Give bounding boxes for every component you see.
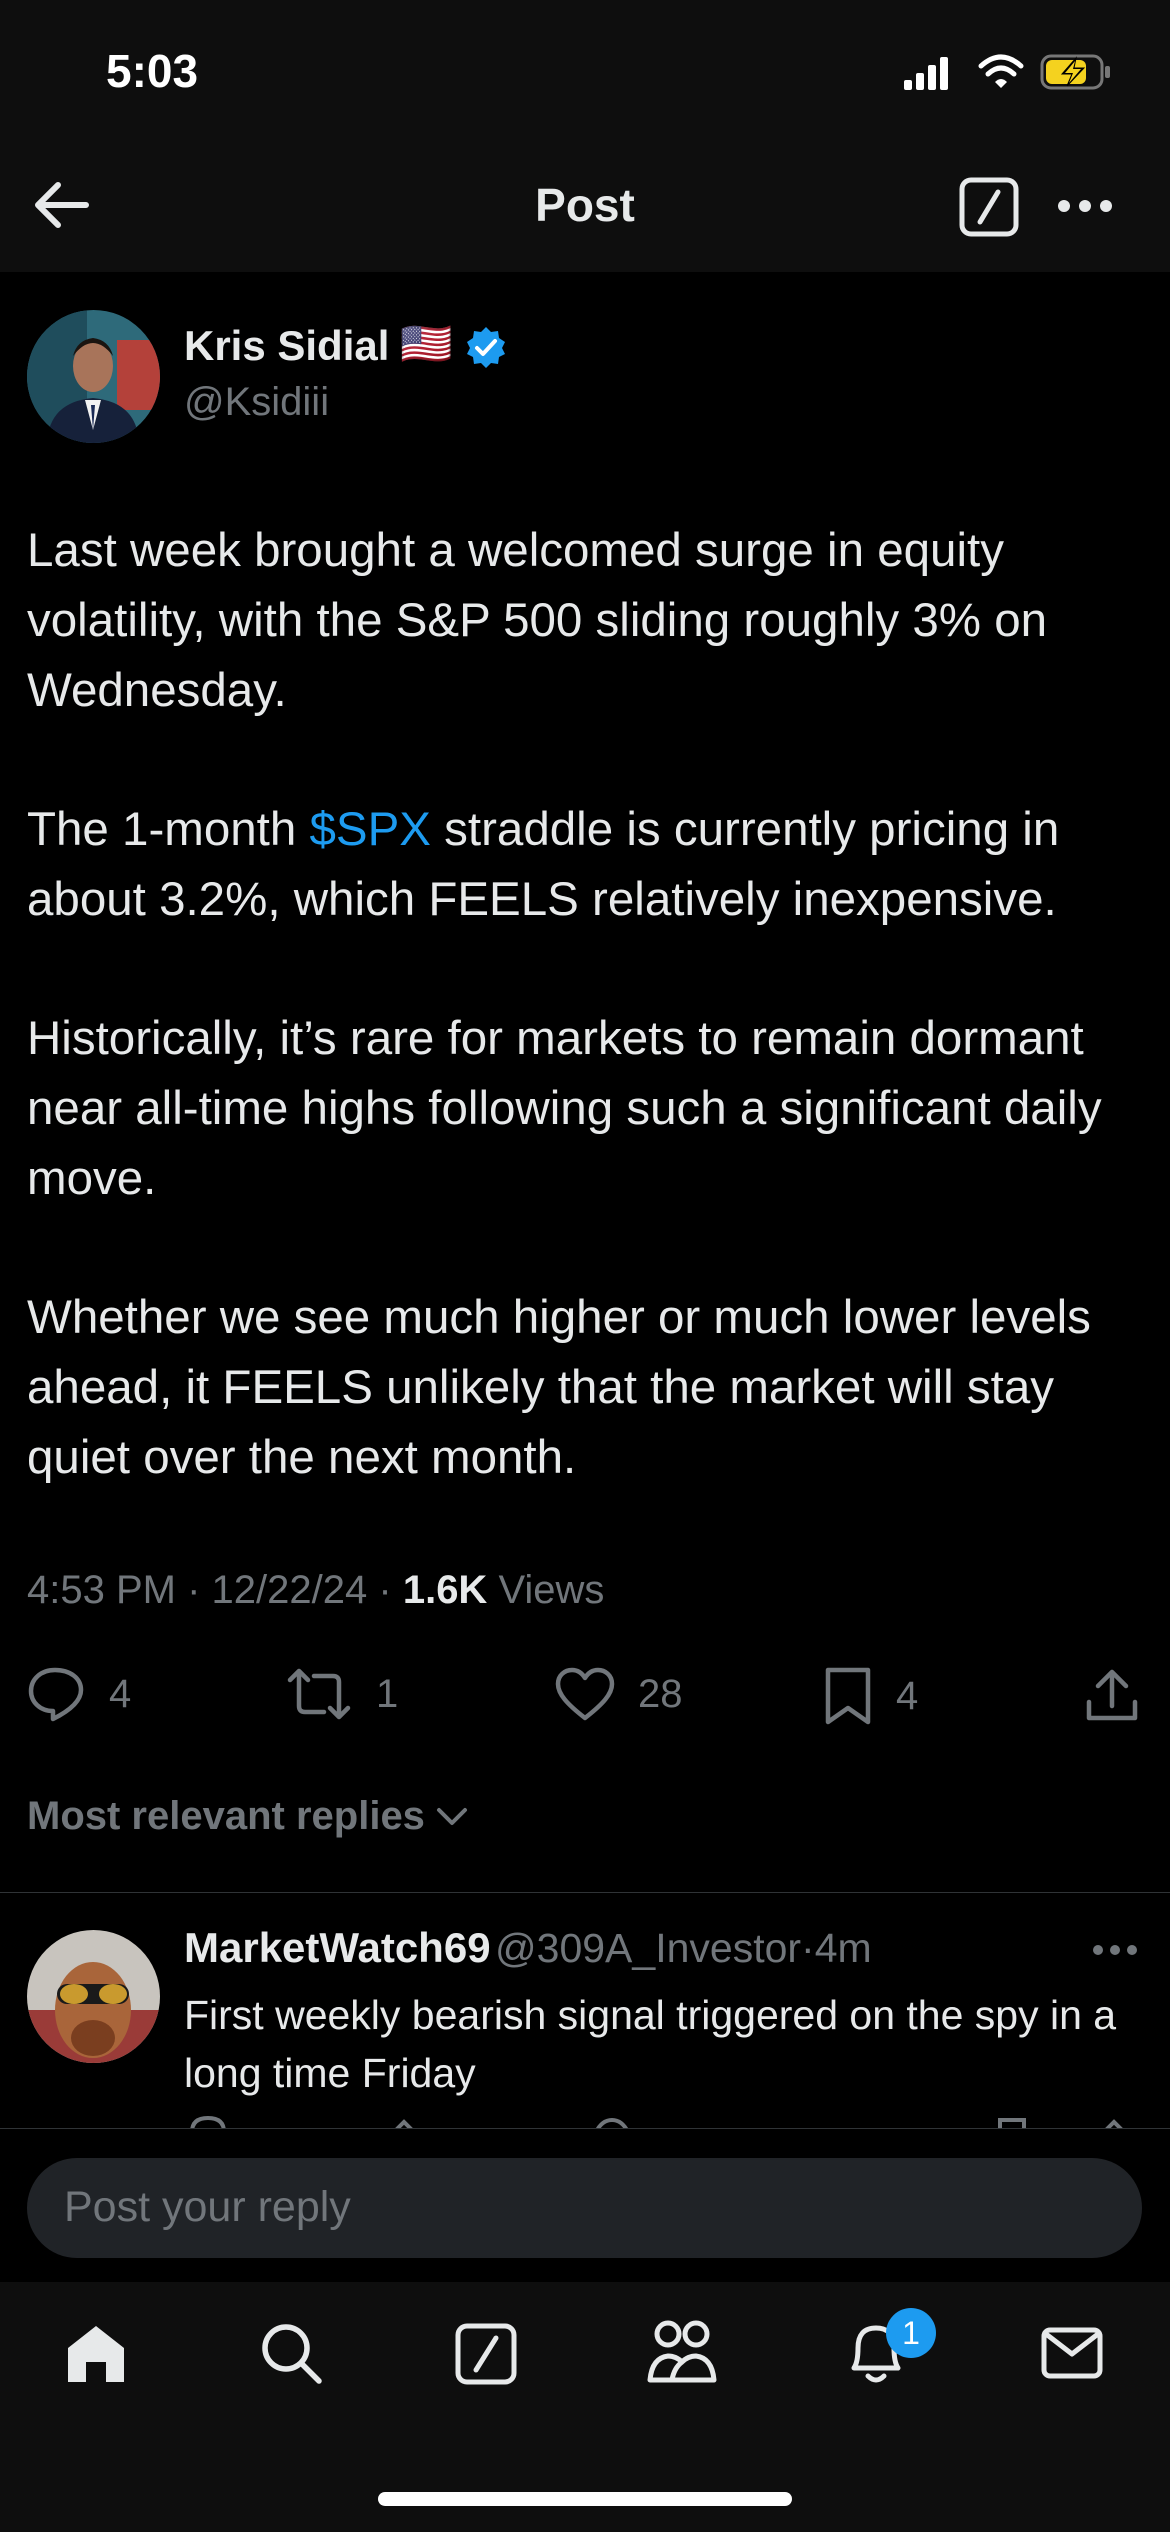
post-paragraph: Historically, it’s rare for markets to r…: [27, 1012, 1102, 1205]
post-paragraph: Whether we see much higher or much lower…: [27, 1291, 1091, 1484]
bookmark-button[interactable]: 4: [822, 1666, 918, 1726]
grok-icon[interactable]: [958, 176, 1020, 238]
reply-sort-dropdown[interactable]: Most relevant replies: [27, 1794, 469, 1839]
separator: ·: [187, 1568, 201, 1612]
post-time: 4:53 PM: [27, 1568, 176, 1612]
wifi-icon: [978, 54, 1024, 88]
like-count: 28: [638, 1671, 683, 1716]
more-options-icon[interactable]: [1056, 198, 1114, 214]
bookmark-count: 4: [896, 1673, 919, 1718]
cashtag-link[interactable]: $SPX: [309, 803, 431, 856]
reply-input[interactable]: [27, 2158, 1142, 2258]
author-handle[interactable]: @Ksidiii: [184, 380, 330, 424]
like-button[interactable]: 28: [554, 1666, 683, 1722]
reply-author-name[interactable]: MarketWatch69: [184, 1924, 491, 1971]
search-icon[interactable]: [258, 2320, 324, 2386]
author-name[interactable]: Kris Sidial: [184, 322, 390, 369]
status-bar: [0, 0, 1170, 140]
post-paragraph-text: The 1-month: [27, 803, 310, 856]
status-time: 5:03: [106, 45, 199, 97]
post-meta: 4:53 PM · 12/22/24 · 1.6K Views: [27, 1568, 604, 1613]
author-avatar[interactable]: [27, 310, 160, 443]
reply-sort-label: Most relevant replies: [27, 1794, 425, 1838]
views-label[interactable]: Views: [498, 1568, 605, 1612]
reply-input-placeholder: Post your reply: [64, 2183, 351, 2231]
reply-count: 4: [109, 1671, 132, 1716]
post-text: Last week brought a welcomed surge in eq…: [27, 516, 1147, 1562]
repost-icon: [287, 1668, 351, 1720]
home-icon[interactable]: [64, 2322, 128, 2386]
separator: ·: [801, 1925, 815, 1971]
post-date: 12/22/24: [211, 1568, 368, 1612]
grok-tab-icon[interactable]: [454, 2322, 518, 2386]
divider: [0, 1892, 1170, 1893]
notifications-badge: 1: [886, 2308, 936, 2358]
separator: ·: [378, 1568, 392, 1612]
heart-icon: [555, 1667, 615, 1721]
reply-time: 4m: [814, 1925, 872, 1971]
messages-icon[interactable]: [1040, 2324, 1104, 2382]
us-flag-emoji: 🇺🇸: [400, 320, 453, 367]
reply-author-avatar[interactable]: [27, 1930, 160, 2063]
home-indicator: [378, 2492, 792, 2506]
repost-button[interactable]: 1: [284, 1666, 398, 1722]
reply-icon: [28, 1667, 84, 1722]
share-icon[interactable]: [1084, 1666, 1140, 1724]
post-paragraph: The 1-month $SPX straddle is currently p…: [27, 795, 1147, 935]
notifications-bell-icon[interactable]: [844, 2318, 908, 2388]
chevron-down-icon: [436, 1807, 467, 1825]
verified-badge-icon: [467, 327, 505, 368]
reply-more-options-icon[interactable]: [1092, 1944, 1138, 1956]
cellular-signal-icon: [904, 57, 948, 90]
back-arrow-icon[interactable]: [32, 180, 90, 230]
post-paragraph-text: straddle is currently pricing in about 3…: [27, 803, 1060, 926]
views-count[interactable]: 1.6K: [402, 1568, 488, 1612]
reply-author-handle[interactable]: @309A_Investor: [495, 1925, 802, 1971]
reply-button[interactable]: 4: [27, 1666, 131, 1722]
bottom-tab-bar: [0, 2282, 1170, 2532]
reply-header: MarketWatch69 @309A_Investor·4m: [184, 1924, 872, 1972]
battery-charging-icon: [1040, 54, 1110, 90]
bookmark-icon: [825, 1667, 871, 1725]
page-title: Post: [535, 179, 635, 231]
communities-icon[interactable]: [644, 2318, 720, 2386]
top-navigation-bar: [0, 140, 1170, 272]
repost-count: 1: [376, 1671, 399, 1716]
post-paragraph: Last week brought a welcomed surge in eq…: [27, 524, 1048, 717]
reply-text: First weekly bearish signal triggered on…: [184, 1992, 1117, 2096]
